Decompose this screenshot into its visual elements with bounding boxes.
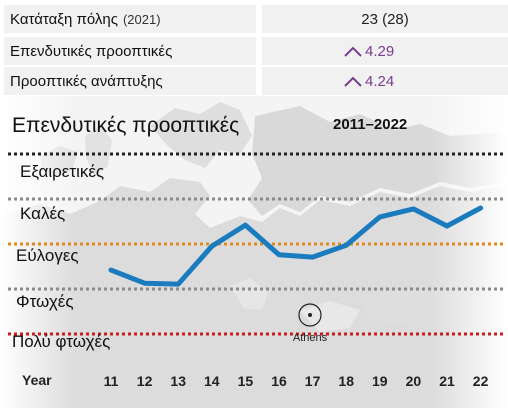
city-rank-value: 23 (28) xyxy=(361,10,409,28)
x-tick-label: 19 xyxy=(372,373,388,389)
athens-dot xyxy=(308,313,312,317)
athens-label: Athens xyxy=(293,332,328,344)
band-label-good: Καλές xyxy=(20,204,66,223)
europe-map-icon xyxy=(0,96,508,408)
development-prospects-label: Προοπτικές ανάπτυξης xyxy=(10,72,163,90)
city-rank-label: Κατάταξη πόλης xyxy=(10,10,118,28)
x-tick-label: 20 xyxy=(406,373,422,389)
line-plot: Athens 11 12 13 14 15 16 17 18 19 20 21 22 xyxy=(8,152,504,389)
athens-marker-icon xyxy=(298,303,322,327)
x-tick-label: 18 xyxy=(338,373,354,389)
trend-up-icon xyxy=(344,76,362,87)
chart-title: Επενδυτικές προοπτικές xyxy=(12,114,240,137)
x-tick-label: 12 xyxy=(137,373,153,389)
investment-prospects-value: 4.29 xyxy=(365,42,395,60)
stats-row-city-rank: Κατάταξη πόλης (2021) 23 (28) xyxy=(0,4,508,34)
trend-up-icon xyxy=(344,46,362,57)
band-label-fair: Εύλογες xyxy=(16,246,79,265)
stats-row-development: Προοπτικές ανάπτυξης 4.24 xyxy=(0,66,508,96)
development-prospects-value: 4.24 xyxy=(365,72,395,90)
city-rank-year: (2021) xyxy=(122,11,161,27)
x-tick-label: 11 xyxy=(104,373,119,389)
x-tick-label: 15 xyxy=(238,373,254,389)
chart-subtitle: 2011–2022 xyxy=(333,116,408,133)
band-label-poor: Φτωχές xyxy=(16,292,74,311)
x-axis-label: Year xyxy=(22,372,52,388)
x-tick-label: 13 xyxy=(170,373,186,389)
series-line xyxy=(108,205,484,287)
x-tick-label: 21 xyxy=(439,373,455,389)
band-label-excellent: Εξαιρετικές xyxy=(20,162,105,181)
x-tick-label: 16 xyxy=(271,373,287,389)
investment-prospects-chart: Athens 11 12 13 14 15 16 17 18 19 20 21 22 Επενδυτι… xyxy=(0,96,508,408)
investment-prospects-label: Επενδυτικές προοπτικές xyxy=(10,42,173,60)
x-tick-label: 17 xyxy=(305,373,321,389)
x-tick-label: 14 xyxy=(204,373,220,389)
x-tick-label: 22 xyxy=(473,373,489,389)
band-label-very-poor: Πολύ φτωχές xyxy=(12,332,111,351)
stats-row-investment: Επενδυτικές προοπτικές 4.29 xyxy=(0,36,508,66)
